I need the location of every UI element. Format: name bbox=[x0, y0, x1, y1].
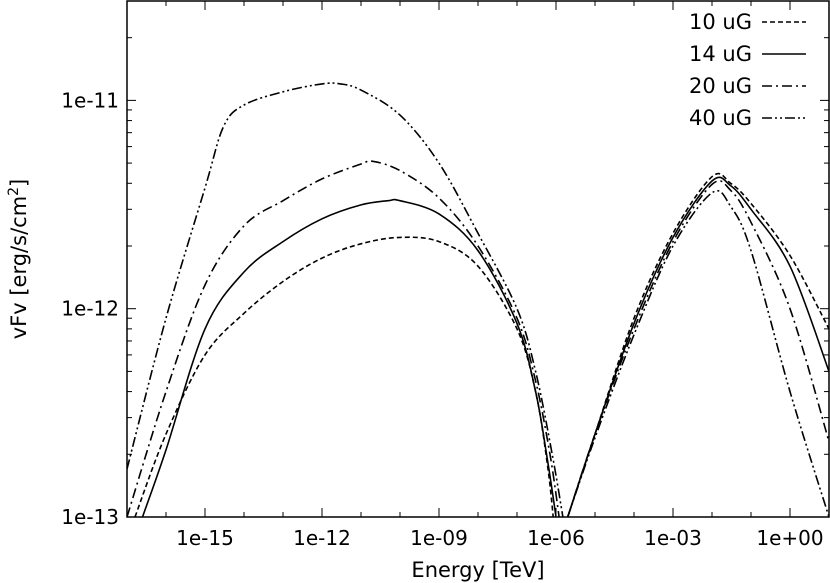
legend-label: 14 uG bbox=[689, 42, 752, 66]
y-axis-label-close: ] bbox=[7, 179, 31, 187]
x-tick-label: 1e-06 bbox=[527, 526, 585, 550]
series-lines bbox=[127, 82, 829, 517]
legend-label: 40 uG bbox=[689, 106, 752, 130]
x-axis-label: Energy [TeV] bbox=[411, 558, 544, 582]
y-tick-label: 1e-12 bbox=[61, 297, 119, 321]
legend: 10 uG 14 uG 20 uG 40 uG bbox=[689, 10, 806, 130]
x-tick-label: 1e-03 bbox=[644, 526, 702, 550]
y-axis-label-main: vFv [erg/s/cm bbox=[7, 196, 31, 339]
x-tick-label: 1e-09 bbox=[410, 526, 468, 550]
series-line-3-synchrotron bbox=[127, 160, 560, 517]
series-line-4-synchrotron bbox=[127, 82, 564, 517]
y-axis-label: vFv [erg/s/cm2] bbox=[6, 179, 31, 340]
y-tick-label: 1e-13 bbox=[61, 505, 119, 529]
x-tick-label: 1e-15 bbox=[176, 526, 234, 550]
series-line-1-synchrotron bbox=[134, 236, 554, 517]
x-tick-label: 1e+00 bbox=[756, 526, 823, 550]
series-line-4-inverse_compton bbox=[566, 189, 829, 517]
axis-ticks: 1e-15 1e-12 1e-09 1e-06 1e-03 1e+00 1e-13 1e-12… bbox=[61, 0, 830, 550]
legend-label: 20 uG bbox=[689, 74, 752, 98]
series-line-2-synchrotron bbox=[141, 198, 557, 517]
y-axis-label-sup: 2 bbox=[6, 187, 22, 196]
series-line-1-inverse_compton bbox=[566, 172, 829, 517]
x-tick-label: 1e-12 bbox=[293, 526, 351, 550]
series-line-2-inverse_compton bbox=[566, 176, 829, 517]
series-line-3-inverse_compton bbox=[566, 180, 829, 517]
y-tick-label: 1e-11 bbox=[61, 88, 119, 112]
legend-label: 10 uG bbox=[689, 10, 752, 34]
